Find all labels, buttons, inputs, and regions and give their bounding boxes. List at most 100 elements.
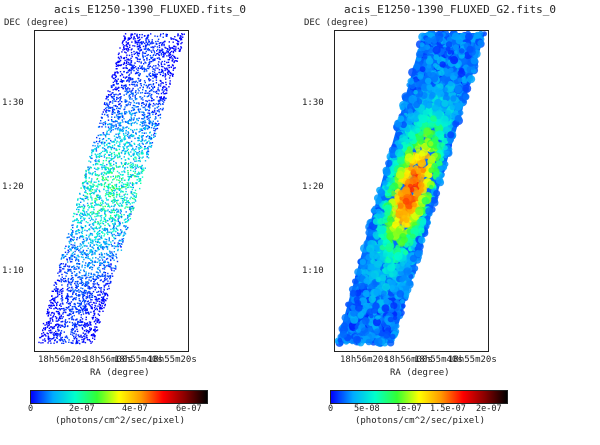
image-pixel (168, 77, 171, 79)
image-pixel (160, 65, 163, 68)
image-pixel (101, 237, 103, 240)
image-pixel (83, 205, 86, 207)
image-pixel (87, 274, 90, 276)
image-pixel (69, 268, 71, 271)
image-pixel (74, 247, 76, 250)
image-pixel (152, 74, 154, 77)
image-pixel (86, 323, 89, 325)
image-pixel (138, 136, 140, 139)
image-pixel (157, 63, 159, 65)
image-pixel (114, 200, 116, 202)
image-pixel (85, 282, 87, 284)
image-plot-frame[interactable] (34, 30, 189, 352)
image-pixel (98, 161, 100, 163)
image-pixel (112, 217, 114, 220)
image-pixel (144, 115, 146, 118)
image-pixel (68, 308, 70, 311)
image-pixel (60, 269, 62, 271)
image-pixel (151, 85, 153, 88)
image-pixel (138, 137, 140, 140)
image-pixel (94, 239, 96, 241)
image-pixel (79, 309, 81, 312)
image-pixel (135, 146, 138, 148)
image-pixel (90, 203, 92, 205)
image-pixel (113, 84, 115, 87)
image-pixel (60, 263, 62, 265)
image-pixel (127, 182, 129, 184)
image-pixel (121, 87, 124, 89)
image-pixel (129, 142, 131, 144)
image-pixel (48, 327, 51, 329)
image-pixel (152, 77, 154, 79)
image-pixel (103, 241, 105, 244)
image-pixel (85, 333, 87, 335)
image-pixel (99, 190, 101, 193)
image-pixel (93, 192, 95, 195)
image-pixel (70, 254, 72, 256)
image-pixel (144, 121, 147, 124)
image-plot-frame[interactable] (334, 30, 489, 352)
image-pixel (72, 323, 74, 325)
image-pixel (135, 40, 137, 42)
image-pixel (95, 300, 97, 302)
image-pixel (112, 223, 114, 225)
image-pixel (123, 134, 125, 136)
image-pixel (169, 57, 171, 59)
image-pixel (98, 224, 101, 226)
image-pixel (151, 51, 153, 53)
image-pixel (120, 190, 122, 192)
image-pixel (147, 146, 149, 149)
image-pixel (134, 199, 136, 201)
image-pixel (113, 204, 116, 207)
image-pixel (83, 258, 85, 261)
image-pixel (70, 228, 72, 231)
image-pixel (107, 146, 109, 148)
image-pixel (87, 209, 89, 211)
image-pixel (127, 163, 129, 165)
image-pixel (103, 235, 105, 237)
image-pixel (141, 164, 143, 167)
image-pixel (146, 128, 149, 130)
image-pixel (131, 33, 134, 36)
image-pixel (121, 178, 123, 180)
image-pixel (111, 120, 113, 122)
image-pixel (88, 172, 90, 174)
image-pixel (127, 152, 130, 154)
image-pixel (59, 303, 62, 305)
image-pixel (61, 297, 64, 299)
image-pixel (121, 81, 123, 83)
image-pixel (116, 260, 119, 263)
image-pixel (90, 192, 93, 194)
image-pixel (123, 35, 125, 37)
image-pixel (104, 205, 106, 208)
image-canvas[interactable] (335, 31, 488, 351)
image-pixel (103, 264, 106, 267)
image-pixel (57, 288, 59, 290)
image-pixel (133, 153, 135, 156)
image-pixel (147, 135, 149, 137)
image-pixel (132, 131, 134, 133)
image-pixel (50, 305, 52, 307)
image-pixel (75, 342, 77, 345)
image-canvas[interactable] (35, 31, 188, 351)
image-pixel (137, 88, 139, 90)
image-pixel (48, 307, 51, 309)
image-pixel (94, 220, 96, 222)
image-pixel (86, 253, 88, 255)
image-pixel (166, 61, 168, 64)
image-pixel (101, 259, 104, 261)
image-pixel (131, 122, 134, 124)
image-pixel (85, 234, 88, 236)
image-pixel (93, 184, 95, 186)
image-pixel (109, 163, 111, 165)
image-pixel (78, 324, 81, 327)
image-pixel (151, 41, 153, 43)
image-pixel (112, 96, 114, 98)
image-pixel (82, 182, 84, 184)
image-pixel (163, 63, 166, 65)
image-pixel (127, 135, 129, 138)
image-pixel (129, 145, 131, 147)
image-pixel (80, 278, 82, 281)
image-pixel (107, 203, 110, 205)
image-pixel (117, 65, 119, 67)
